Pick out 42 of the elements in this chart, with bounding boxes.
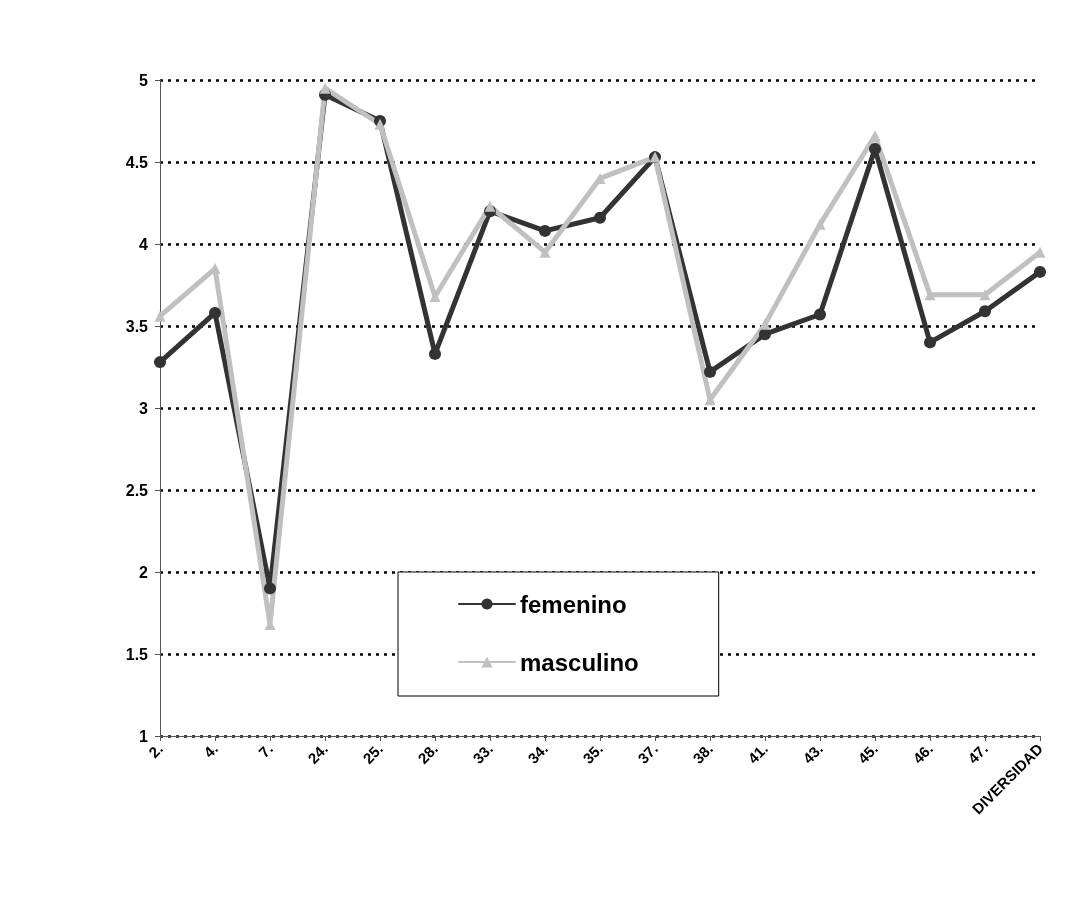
- point: [814, 308, 826, 321]
- legend-label: masculino: [520, 648, 639, 676]
- point: [319, 82, 331, 94]
- x-tick-label: 38.: [689, 739, 717, 767]
- point: [979, 289, 991, 301]
- point: [264, 582, 276, 595]
- x-tick-label: 4.: [200, 739, 222, 761]
- y-tick-label: 1: [139, 727, 149, 745]
- point: [704, 365, 716, 378]
- x-tick-label: 35.: [579, 739, 607, 767]
- x-tick-label: 41.: [744, 739, 772, 767]
- y-tick-label: 3: [139, 399, 149, 417]
- x-tick-label: 43.: [799, 739, 827, 767]
- y-tick-label: 3.5: [125, 317, 149, 335]
- x-tick-label: 37.: [634, 739, 662, 767]
- x-tick-label: 28.: [414, 739, 442, 767]
- x-tick-label: 45.: [854, 739, 882, 767]
- point: [154, 356, 166, 369]
- x-tick-label: 25.: [359, 739, 387, 767]
- y-tick-label: 2: [139, 563, 149, 581]
- x-tick-label: 24.: [304, 739, 332, 767]
- point: [539, 246, 551, 258]
- point: [814, 218, 826, 230]
- point: [979, 305, 991, 318]
- point: [1034, 265, 1046, 278]
- x-tick-label: 46.: [909, 739, 937, 767]
- point: [209, 306, 221, 319]
- y-tick-label: 2.5: [125, 481, 149, 499]
- x-tick-label: 7.: [255, 739, 277, 761]
- y-tick-label: 1.5: [125, 645, 149, 663]
- point: [869, 142, 881, 155]
- y-tick-label: 4: [139, 235, 149, 253]
- point: [539, 224, 551, 237]
- legend-label: femenino: [520, 590, 627, 618]
- x-tick-label: 34.: [524, 739, 552, 767]
- y-tick-label: 5: [139, 71, 149, 89]
- point: [924, 336, 936, 349]
- point: [594, 211, 606, 224]
- point: [484, 200, 496, 212]
- x-tick-label: 33.: [469, 739, 497, 767]
- y-tick-label: 4.5: [125, 153, 149, 171]
- point: [154, 310, 166, 322]
